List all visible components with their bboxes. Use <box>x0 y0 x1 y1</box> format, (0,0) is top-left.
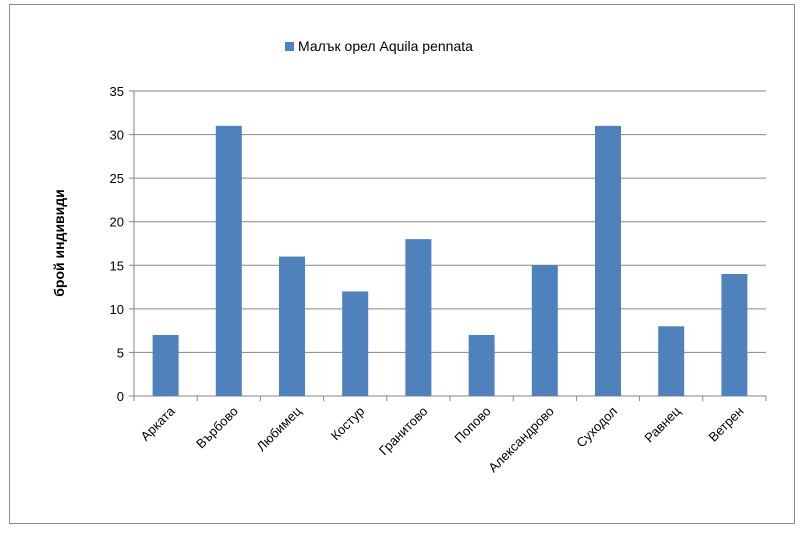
x-tick-label: Любимец <box>253 403 304 454</box>
x-tick-label: Гранитово <box>376 404 431 459</box>
y-tick-label: 15 <box>110 258 124 273</box>
y-tick-label: 10 <box>110 302 124 317</box>
legend-swatch <box>285 41 294 51</box>
bar <box>658 326 685 396</box>
x-tick-label: Арката <box>138 403 179 444</box>
y-tick-label: 20 <box>110 215 124 230</box>
y-tick-label: 30 <box>110 128 124 143</box>
bar <box>342 291 369 396</box>
bar <box>721 274 748 396</box>
x-tick-label: Костур <box>328 404 368 444</box>
x-tick-label: Попово <box>451 404 493 446</box>
y-tick-label: 0 <box>117 389 124 404</box>
legend-label: Малък орел Aquila pennata <box>298 38 473 54</box>
bar <box>531 265 558 396</box>
x-tick-label: Ветрен <box>705 404 746 445</box>
chart-legend: Малък орел Aquila pennata <box>285 37 473 55</box>
x-tick-label: Равнец <box>641 403 683 445</box>
bar <box>468 335 495 396</box>
y-tick-label: 35 <box>110 84 124 99</box>
bar <box>279 256 305 396</box>
y-tick-label: 5 <box>117 345 124 360</box>
bar <box>405 239 432 396</box>
x-tick-label: Върбово <box>193 404 241 452</box>
bar <box>215 125 242 396</box>
bar <box>595 125 621 396</box>
y-tick-label: 25 <box>110 171 124 186</box>
bar <box>152 335 179 396</box>
x-tick-label: Суходол <box>573 404 620 451</box>
x-tick-label: Александрово <box>485 404 557 476</box>
